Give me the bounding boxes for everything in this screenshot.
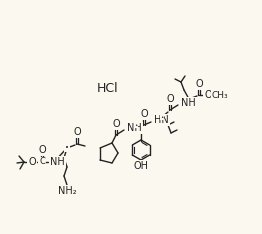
Text: C: C xyxy=(39,157,45,167)
Text: O: O xyxy=(112,119,120,129)
Text: O: O xyxy=(166,94,174,104)
Text: HCl: HCl xyxy=(97,81,119,95)
Text: •: • xyxy=(160,114,164,120)
Text: •: • xyxy=(134,123,138,128)
Text: O: O xyxy=(204,90,212,100)
Text: HN: HN xyxy=(154,115,169,125)
Text: •: • xyxy=(65,145,69,151)
Text: CH₃: CH₃ xyxy=(212,91,228,99)
Text: O: O xyxy=(73,127,81,137)
Text: O: O xyxy=(38,145,46,155)
Text: NH₂: NH₂ xyxy=(58,186,76,196)
Text: NH: NH xyxy=(127,123,142,133)
Text: O: O xyxy=(140,109,148,119)
Text: O: O xyxy=(28,157,36,167)
Text: NH: NH xyxy=(181,98,196,108)
Text: OH: OH xyxy=(134,161,149,171)
Text: NH: NH xyxy=(50,157,65,167)
Text: O: O xyxy=(195,79,203,89)
